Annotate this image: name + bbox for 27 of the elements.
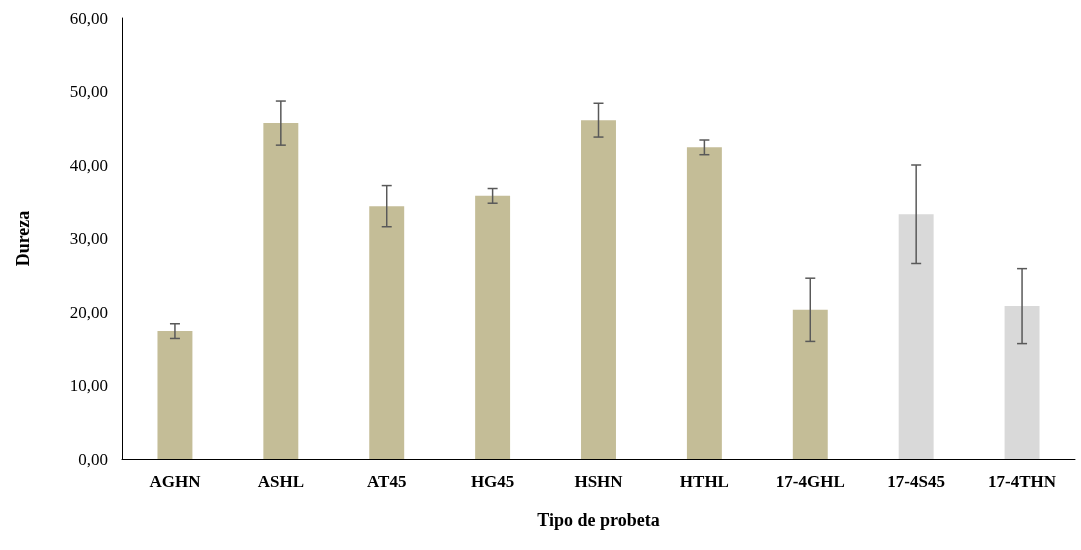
bar bbox=[475, 195, 511, 459]
bar bbox=[581, 120, 616, 459]
y-axis-title: Dureza bbox=[13, 210, 33, 267]
bar bbox=[1004, 306, 1040, 459]
x-tick-label: AT45 bbox=[367, 472, 407, 491]
bar bbox=[792, 309, 828, 459]
x-tick-label: ASHL bbox=[257, 472, 304, 491]
bar bbox=[369, 206, 405, 459]
x-tick-label: HG45 bbox=[470, 472, 515, 491]
x-tick-label: AGHN bbox=[149, 472, 202, 491]
x-tick-label: HTHL bbox=[679, 472, 729, 491]
y-tick-label: 40,00 bbox=[69, 155, 108, 175]
x-tick-label: 17-4GHL bbox=[775, 472, 845, 491]
y-tick-label: 10,00 bbox=[69, 376, 108, 395]
bar bbox=[686, 147, 722, 459]
bar bbox=[263, 123, 299, 459]
x-tick-label: HSHN bbox=[574, 472, 624, 491]
x-tick-label: 17-4S45 bbox=[887, 472, 945, 491]
bar bbox=[157, 331, 193, 459]
bar bbox=[898, 214, 934, 459]
y-tick-label: 30,00 bbox=[69, 229, 108, 248]
y-tick-label: 50,00 bbox=[69, 82, 108, 101]
y-tick-label: 0,00 bbox=[78, 449, 108, 469]
x-tick-label: 17-4THN bbox=[988, 472, 1057, 491]
x-axis-title: Tipo de probeta bbox=[537, 510, 660, 530]
y-tick-label: 60,00 bbox=[69, 8, 108, 28]
y-tick-label: 20,00 bbox=[69, 302, 108, 322]
